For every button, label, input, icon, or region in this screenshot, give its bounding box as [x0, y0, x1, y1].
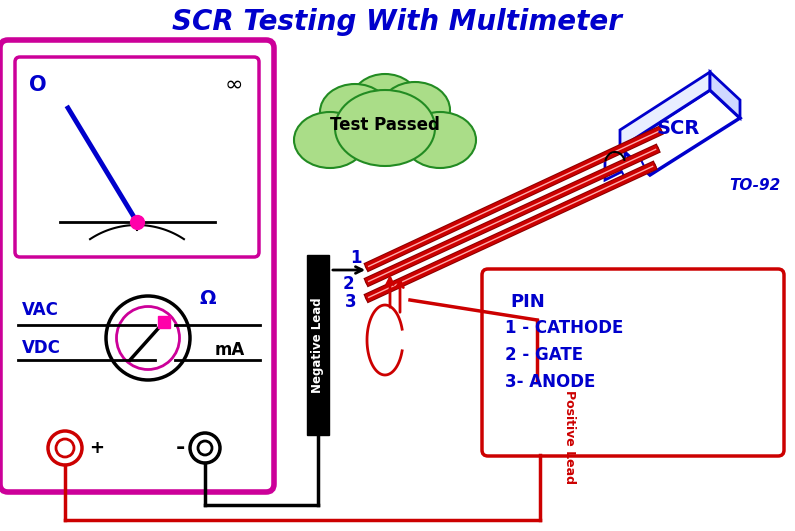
- Text: 2 - GATE: 2 - GATE: [505, 346, 583, 364]
- Circle shape: [198, 441, 212, 455]
- Polygon shape: [620, 90, 740, 175]
- Text: 1 - CATHODE: 1 - CATHODE: [505, 319, 623, 337]
- Text: ∞: ∞: [225, 75, 243, 95]
- Text: TO-92: TO-92: [729, 177, 781, 193]
- Ellipse shape: [335, 90, 435, 166]
- Text: O: O: [29, 75, 47, 95]
- Text: Test Passed: Test Passed: [330, 116, 440, 134]
- Text: VDC: VDC: [22, 339, 61, 357]
- Polygon shape: [620, 72, 710, 148]
- Ellipse shape: [352, 74, 418, 126]
- Text: 3- ANODE: 3- ANODE: [505, 373, 595, 391]
- Bar: [307, 255, 329, 435]
- Ellipse shape: [117, 306, 180, 370]
- Circle shape: [190, 433, 220, 463]
- Text: SCR: SCR: [657, 118, 700, 138]
- Ellipse shape: [320, 84, 390, 140]
- Text: mA: mA: [215, 341, 245, 359]
- Text: +: +: [89, 439, 104, 457]
- Text: PIN: PIN: [510, 293, 545, 311]
- Ellipse shape: [380, 82, 450, 138]
- Text: 2: 2: [343, 275, 354, 293]
- Circle shape: [106, 296, 190, 380]
- FancyBboxPatch shape: [0, 40, 274, 492]
- Polygon shape: [605, 148, 625, 180]
- Text: SCR Testing With Multimeter: SCR Testing With Multimeter: [172, 8, 622, 36]
- Polygon shape: [710, 72, 740, 118]
- Ellipse shape: [294, 112, 366, 168]
- FancyBboxPatch shape: [15, 57, 259, 257]
- Text: Positive Lead: Positive Lead: [563, 390, 576, 484]
- Circle shape: [48, 431, 82, 465]
- Ellipse shape: [404, 112, 476, 168]
- Polygon shape: [620, 158, 645, 178]
- Text: 3: 3: [344, 293, 356, 311]
- Circle shape: [56, 439, 74, 457]
- Bar: [526, 380, 548, 455]
- Text: -: -: [176, 438, 185, 458]
- FancyBboxPatch shape: [482, 269, 784, 456]
- Text: VAC: VAC: [22, 301, 59, 319]
- Text: Negative Lead: Negative Lead: [312, 297, 324, 393]
- Text: 1: 1: [351, 249, 362, 267]
- Text: Ω: Ω: [200, 288, 216, 307]
